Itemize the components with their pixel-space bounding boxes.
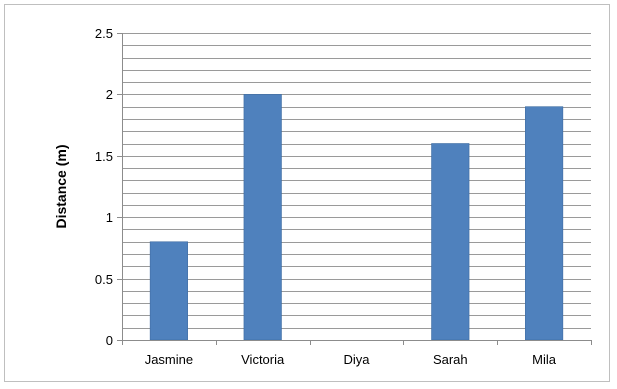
bar-mila <box>525 106 564 341</box>
y-tick-label: 0 <box>106 333 113 348</box>
grid-lines <box>122 33 591 329</box>
y-tick-label: 2 <box>106 87 113 102</box>
y-axis-title: Distance (m) <box>53 144 69 228</box>
y-tick-label: 1.5 <box>95 149 113 164</box>
bar-victoria <box>243 94 282 341</box>
bar-jasmine <box>149 241 188 341</box>
bar-sarah <box>431 143 470 341</box>
y-tick-label: 2.5 <box>95 26 113 41</box>
y-tick-label: 0.5 <box>95 272 113 287</box>
x-tick-labels: Jasmine Victoria Diya Sarah Mila <box>145 352 557 367</box>
x-tick-label: Victoria <box>241 352 285 367</box>
x-tick-label: Jasmine <box>145 352 193 367</box>
axes <box>117 33 592 345</box>
y-tick-labels: 0 0.5 1 1.5 2 2.5 <box>95 26 113 348</box>
x-tick-label: Sarah <box>433 352 468 367</box>
x-tick-label: Diya <box>343 352 370 367</box>
x-tick-label: Mila <box>532 352 557 367</box>
y-tick-label: 1 <box>106 210 113 225</box>
